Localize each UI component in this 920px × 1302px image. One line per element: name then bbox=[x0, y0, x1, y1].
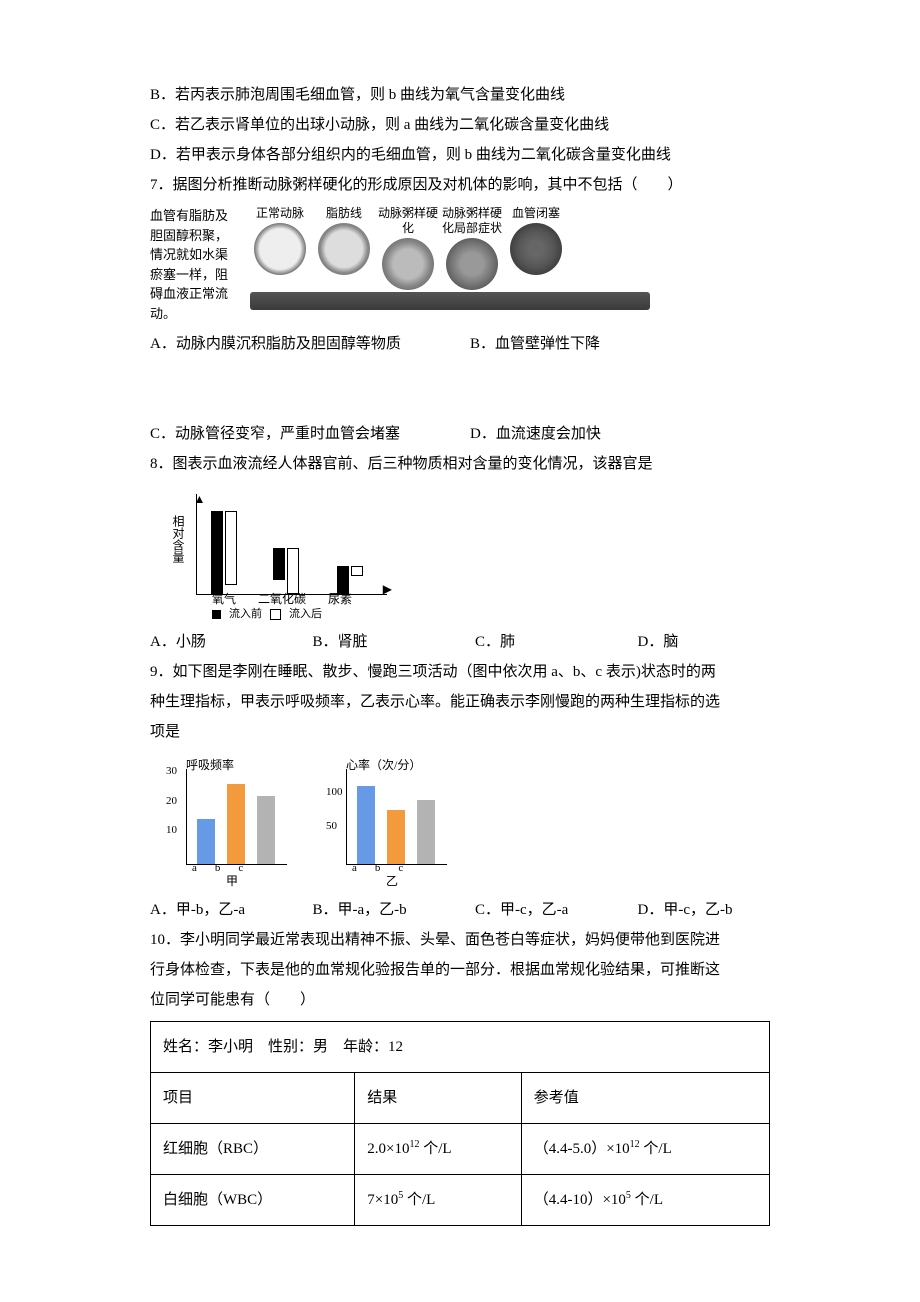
q9-options: A．甲-b，乙-a B．甲-a，乙-b C．甲-c，乙-a D．甲-c，乙-b bbox=[150, 895, 770, 925]
q9-chart-1: 呼吸频率 abc 甲 102030 bbox=[160, 753, 290, 893]
artery-icon bbox=[446, 238, 498, 290]
q8-plot bbox=[196, 494, 387, 595]
q9-chart-2: 心率（次/分） abc 乙 50100 bbox=[320, 753, 450, 893]
q8-ylabel: 相对含量 bbox=[166, 515, 190, 563]
opt-d: D．若甲表示身体各部分组织内的毛细血管，则 b 曲线为二氧化碳含量变化曲线 bbox=[150, 140, 770, 170]
q7-stages: 正常动脉 脂肪线 动脉粥样硬化 动脉粥样硬化局部症状 血管闭塞 bbox=[250, 206, 650, 290]
q9-stem-3: 项是 bbox=[150, 717, 770, 747]
table-row: 白细胞（WBC） 7×105 个/L （4.4-10）×105 个/L bbox=[151, 1175, 770, 1226]
table-cell: 2.0×1012 个/L bbox=[355, 1124, 521, 1175]
q7-stage-2: 脂肪线 bbox=[314, 206, 374, 290]
q9-opt-d: D．甲-c，乙-b bbox=[638, 895, 771, 925]
q10-stem-3: 位同学可能患有（ ） bbox=[150, 985, 770, 1015]
q8-chart: 相对含量 ▲ ▶ 氧气 二氧化碳 尿素 流入前 流入后 bbox=[170, 485, 390, 625]
artery-icon bbox=[254, 223, 306, 275]
artery-icon bbox=[510, 223, 562, 275]
legend-swatch bbox=[212, 610, 221, 619]
opt-b: B．若丙表示肺泡周围毛细血管，则 b 曲线为氧气含量变化曲线 bbox=[150, 80, 770, 110]
q7-stem: 7．据图分析推断动脉粥样硬化的形成原因及对机体的影响，其中不包括（ ） bbox=[150, 170, 770, 200]
opt-c: C．若乙表示肾单位的出球小动脉，则 a 曲线为二氧化碳含量变化曲线 bbox=[150, 110, 770, 140]
table-cell: 白细胞（WBC） bbox=[151, 1175, 355, 1226]
exam-page: B．若丙表示肺泡周围毛细血管，则 b 曲线为氧气含量变化曲线 C．若乙表示肾单位… bbox=[0, 0, 920, 1266]
q7-opt-c: C．动脉管径变窄，严重时血管会堵塞 bbox=[150, 419, 410, 449]
q8-opt-a: A．小肠 bbox=[150, 627, 283, 657]
table-row: 红细胞（RBC） 2.0×1012 个/L （4.4-5.0）×1012 个/L bbox=[151, 1124, 770, 1175]
q9-stem-1: 9．如下图是李刚在睡眠、散步、慢跑三项活动（图中依次用 a、b、c 表示)状态时… bbox=[150, 657, 770, 687]
q9-charts: 呼吸频率 abc 甲 102030 心率（次/分） abc 乙 50100 bbox=[160, 753, 770, 893]
table-header-row: 姓名：李小明 性别：男 年龄：12 bbox=[151, 1022, 770, 1073]
q7-stage-1: 正常动脉 bbox=[250, 206, 310, 290]
q9-stem-2: 种生理指标，甲表示呼吸频率，乙表示心率。能正确表示李刚慢跑的两种生理指标的选 bbox=[150, 687, 770, 717]
q10-stem-2: 行身体检查，下表是他的血常规化验报告单的一部分．根据血常规化验结果，可推断这 bbox=[150, 955, 770, 985]
blood-test-table: 姓名：李小明 性别：男 年龄：12 项目 结果 参考值 红细胞（RBC） 2.0… bbox=[150, 1021, 770, 1226]
table-cell: 7×105 个/L bbox=[355, 1175, 521, 1226]
q8-opt-b: B．肾脏 bbox=[313, 627, 446, 657]
q9-opt-c: C．甲-c，乙-a bbox=[475, 895, 608, 925]
q7-opt-a: A．动脉内膜沉积脂肪及胆固醇等物质 bbox=[150, 329, 410, 359]
artery-icon bbox=[382, 238, 434, 290]
q8-opt-c: C．肺 bbox=[475, 627, 608, 657]
q7-stage-4: 动脉粥样硬化局部症状 bbox=[442, 206, 502, 290]
q7-stage-3: 动脉粥样硬化 bbox=[378, 206, 438, 290]
q7-side-text: 血管有脂肪及胆固醇积聚，情况就如水渠瘀塞一样，阻碍血液正常流动。 bbox=[150, 206, 240, 323]
q8-opt-d: D．脑 bbox=[638, 627, 771, 657]
legend-swatch bbox=[270, 609, 281, 620]
q10-stem-1: 10．李小明同学最近常表现出精神不振、头晕、面色苍白等症状，妈妈便带他到医院进 bbox=[150, 925, 770, 955]
table-cell: 红细胞（RBC） bbox=[151, 1124, 355, 1175]
q8-stem: 8．图表示血液流经人体器官前、后三种物质相对含量的变化情况，该器官是 bbox=[150, 449, 770, 479]
q7-figure: 血管有脂肪及胆固醇积聚，情况就如水渠瘀塞一样，阻碍血液正常流动。 正常动脉 脂肪… bbox=[150, 206, 770, 323]
q7-opt-b: B．血管壁弹性下降 bbox=[470, 329, 730, 359]
table-cell: （4.4-10）×105 个/L bbox=[521, 1175, 769, 1226]
q9-plot-1 bbox=[186, 769, 287, 865]
q7-options: A．动脉内膜沉积脂肪及胆固醇等物质 B．血管壁弹性下降 C．动脉管径变窄，严重时… bbox=[150, 329, 770, 449]
q7-opt-d: D．血流速度会加快 bbox=[470, 419, 730, 449]
q7-stage-wrap: 正常动脉 脂肪线 动脉粥样硬化 动脉粥样硬化局部症状 血管闭塞 bbox=[250, 206, 650, 310]
q7-stage-5: 血管闭塞 bbox=[506, 206, 566, 290]
artery-icon bbox=[318, 223, 370, 275]
q9-opt-a: A．甲-b，乙-a bbox=[150, 895, 283, 925]
q9-opt-b: B．甲-a，乙-b bbox=[313, 895, 446, 925]
q8-legend: 流入前 流入后 bbox=[212, 603, 322, 625]
table-col-header-row: 项目 结果 参考值 bbox=[151, 1073, 770, 1124]
table-cell: （4.4-5.0）×1012 个/L bbox=[521, 1124, 769, 1175]
q9-plot-2 bbox=[346, 769, 447, 865]
q7-vessel-bar bbox=[250, 292, 650, 310]
q8-options: A．小肠 B．肾脏 C．肺 D．脑 bbox=[150, 627, 770, 657]
